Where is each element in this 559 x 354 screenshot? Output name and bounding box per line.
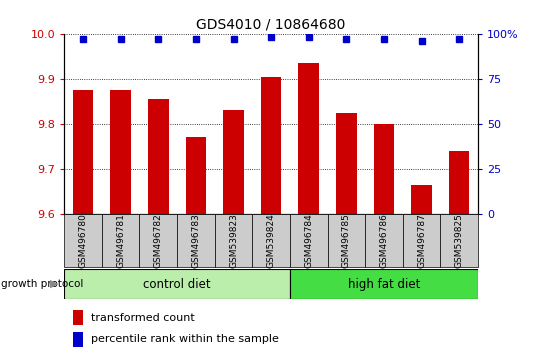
Text: percentile rank within the sample: percentile rank within the sample	[91, 335, 279, 344]
Text: control diet: control diet	[143, 278, 211, 291]
Bar	[290, 214, 328, 267]
Text: GSM496780: GSM496780	[79, 213, 88, 268]
Bar	[177, 214, 215, 267]
Text: GSM496784: GSM496784	[304, 213, 313, 268]
Bar	[440, 214, 478, 267]
Bar	[73, 90, 93, 214]
Text: GSM496782: GSM496782	[154, 213, 163, 268]
Title: GDS4010 / 10864680: GDS4010 / 10864680	[196, 17, 346, 31]
Text: high fat diet: high fat diet	[348, 278, 420, 291]
Bar	[64, 269, 290, 299]
Bar	[449, 151, 470, 214]
Bar	[373, 124, 394, 214]
Bar	[110, 90, 131, 214]
Bar	[299, 63, 319, 214]
Bar	[215, 214, 252, 267]
Bar	[73, 310, 83, 325]
Bar	[102, 214, 140, 267]
Text: GSM539823: GSM539823	[229, 213, 238, 268]
Text: GSM496781: GSM496781	[116, 213, 125, 268]
Text: growth protocol: growth protocol	[1, 279, 83, 289]
Bar	[402, 214, 440, 267]
Bar	[365, 214, 402, 267]
Text: GSM496786: GSM496786	[380, 213, 389, 268]
Bar	[148, 99, 169, 214]
Bar	[290, 269, 478, 299]
Bar	[73, 332, 83, 347]
Bar	[186, 137, 206, 214]
Bar	[140, 214, 177, 267]
Text: ▶: ▶	[50, 279, 59, 289]
Bar	[411, 185, 432, 214]
Bar	[252, 214, 290, 267]
Bar	[328, 214, 365, 267]
Text: transformed count: transformed count	[91, 313, 195, 323]
Bar	[64, 214, 102, 267]
Bar	[260, 76, 281, 214]
Text: GSM539825: GSM539825	[454, 213, 463, 268]
Text: GSM496787: GSM496787	[417, 213, 426, 268]
Text: GSM496785: GSM496785	[342, 213, 351, 268]
Text: GSM496783: GSM496783	[191, 213, 201, 268]
Bar	[336, 113, 357, 214]
Text: GSM539824: GSM539824	[267, 213, 276, 268]
Bar	[223, 110, 244, 214]
